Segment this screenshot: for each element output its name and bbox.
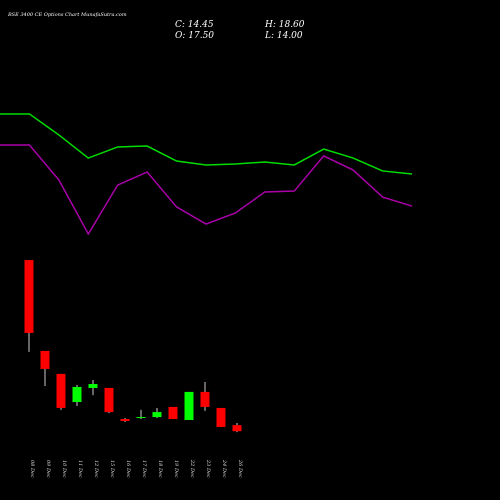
candle-body (88, 383, 98, 388)
candle-body (72, 386, 82, 402)
candle-body (152, 412, 162, 418)
candle-body (136, 417, 146, 419)
x-tick-label: 19 Dec (173, 460, 179, 478)
candle-body (56, 373, 66, 408)
x-tick-label: 09 Dec (45, 460, 51, 478)
x-tick-label: 08 Dec (29, 460, 35, 478)
high-label: H: 18.60 (264, 20, 305, 30)
x-tick-label: 11 Dec (77, 460, 83, 478)
x-tick-label: 22 Dec (189, 459, 195, 478)
close-label: C: 14.45 (175, 20, 214, 30)
x-tick-label: 18 Dec (157, 460, 163, 478)
indicator-line (0, 113, 413, 175)
indicator-line (0, 144, 413, 236)
candle-body (40, 350, 50, 369)
x-tick-label: 23 Dec (205, 459, 211, 478)
x-tick-label: 10 Dec (61, 460, 67, 478)
open-label: O: 17.50 (175, 31, 214, 41)
candle-body (120, 419, 130, 421)
x-tick-label: 17 Dec (141, 460, 147, 478)
candle-body (168, 406, 178, 420)
x-tick-label: 26 Dec (237, 459, 243, 478)
candle-body (24, 260, 34, 333)
x-tick-label: 24 Dec (221, 459, 227, 478)
candle-body (200, 391, 210, 407)
candle-body (216, 407, 226, 427)
chart-title: BSE 3400 CE Options Chart MunafaSutra.co… (7, 12, 127, 18)
x-tick-label: 12 Dec (93, 460, 99, 478)
candle-body (184, 391, 194, 421)
candle-body (104, 387, 114, 413)
x-tick-label: 16 Dec (125, 460, 131, 478)
low-label: L: 14.00 (264, 31, 303, 41)
x-tick-label: 15 Dec (109, 460, 115, 478)
candle-body (232, 425, 242, 432)
